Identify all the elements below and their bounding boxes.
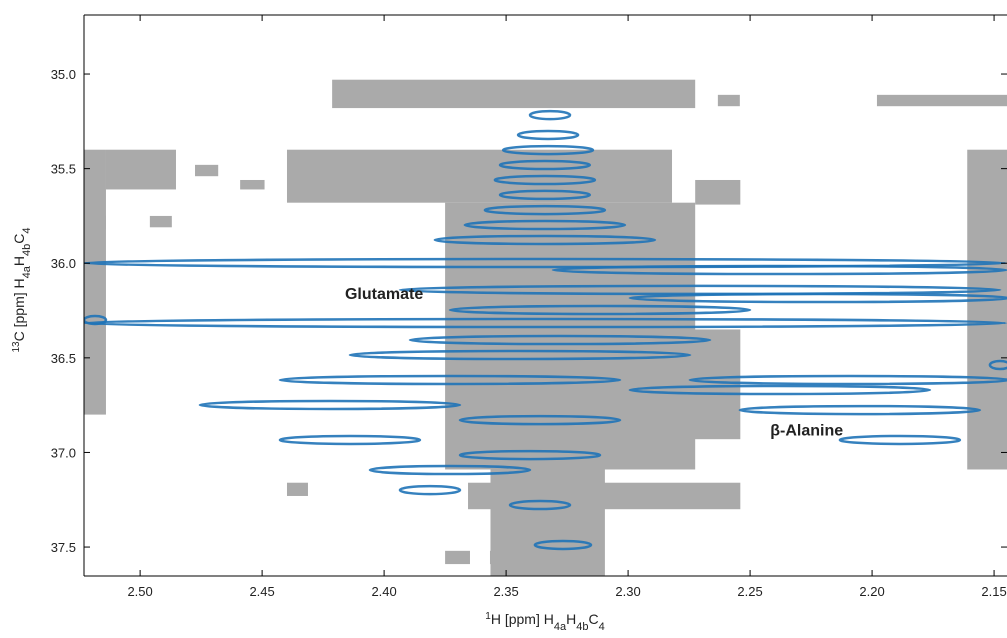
- peak-contour: [533, 539, 593, 551]
- axis-label-part: 4b: [21, 244, 33, 256]
- axis-label-part: H [ppm] H: [491, 611, 554, 627]
- x-tick-label: 2.35: [493, 584, 518, 599]
- x-tick-label: 2.25: [737, 584, 762, 599]
- x-tick-label: 2.40: [371, 584, 396, 599]
- peak-contour: [508, 499, 572, 511]
- x-tick-label: 2.20: [859, 584, 884, 599]
- axis-label-part: H: [11, 256, 27, 266]
- peak-contour: [838, 434, 962, 446]
- peak-contour: [84, 317, 1007, 329]
- peak-contour: [398, 484, 462, 496]
- axis-label-part: C: [588, 611, 598, 627]
- region: [149, 215, 172, 228]
- axis-label-part: C: [11, 234, 27, 244]
- region: [445, 550, 470, 565]
- region: [468, 482, 741, 510]
- annotation: Glutamate: [345, 286, 423, 303]
- peak-contour: [198, 399, 462, 411]
- axis-label-part: 4: [21, 227, 33, 233]
- y-tick-label: 37.0: [51, 445, 76, 460]
- axis-label-part: 4: [599, 621, 605, 633]
- region: [332, 79, 696, 109]
- region: [695, 179, 741, 205]
- region: [195, 164, 219, 177]
- peak-contour: [278, 434, 422, 446]
- peak-contour: [448, 304, 752, 316]
- peak-contour: [516, 129, 580, 141]
- peak-contour: [628, 292, 1007, 304]
- axes: 2.50 2.45 2.40 2.35 2.30 2.25 2.20 2.15 35.0 35.5…: [51, 14, 1007, 599]
- y-tick-label: 35.5: [51, 162, 76, 177]
- peak-contour: [483, 204, 607, 216]
- region: [84, 215, 106, 230]
- peak-contour: [628, 384, 932, 396]
- peak-contour: [463, 219, 627, 231]
- y-axis-label: 13C [ppm] H4aH4bC4: [11, 227, 34, 352]
- peak-contour: [84, 314, 108, 326]
- peak-contour: [493, 174, 597, 186]
- peak-contour: [408, 334, 712, 346]
- region: [286, 482, 308, 496]
- y-tick-label: 35.0: [51, 67, 76, 82]
- region: [84, 149, 106, 415]
- x-tick-label: 2.15: [981, 584, 1006, 599]
- y-tick-label: 36.5: [51, 351, 76, 366]
- y-tick-label: 36.0: [51, 256, 76, 271]
- axis-label-part: 4a: [554, 621, 567, 633]
- region: [876, 94, 1007, 107]
- x-tick-label: 2.50: [127, 584, 152, 599]
- region: [690, 329, 741, 440]
- axis-label-part: H: [566, 611, 576, 627]
- peak-contour: [433, 234, 657, 246]
- x-tick-label: 2.30: [615, 584, 640, 599]
- peak-contour: [498, 159, 592, 171]
- annotation: β-Alanine: [770, 422, 843, 439]
- peak-contour: [988, 359, 1007, 371]
- peak-contour: [501, 144, 595, 156]
- x-tick-label: 2.45: [249, 584, 274, 599]
- axis-label-part: 1: [485, 611, 491, 622]
- peak-contour: [368, 464, 532, 476]
- region: [717, 94, 740, 107]
- peak-contour: [498, 189, 592, 201]
- peak-contour: [348, 349, 692, 361]
- region: [490, 229, 605, 576]
- axis-label-part: C [ppm] H: [11, 278, 27, 341]
- x-axis-label: 1H [ppm] H4aH4bC4: [485, 611, 604, 634]
- region: [967, 149, 1007, 470]
- axis-label-part: 13: [11, 341, 22, 353]
- region: [286, 149, 673, 203]
- peak-contour: [738, 404, 982, 416]
- axis-label-part: 4a: [21, 265, 33, 278]
- plot-area: [84, 79, 1007, 576]
- axis-label-part: 4b: [576, 621, 588, 633]
- peak-contour: [528, 109, 572, 121]
- peak-contour: [278, 374, 622, 386]
- peak-contour: [458, 449, 602, 461]
- peak-contour: [688, 374, 1007, 386]
- region: [240, 179, 265, 190]
- peak-contour: [458, 414, 622, 426]
- region: [489, 550, 516, 565]
- region: [105, 149, 176, 190]
- y-tick-label: 37.5: [51, 540, 76, 555]
